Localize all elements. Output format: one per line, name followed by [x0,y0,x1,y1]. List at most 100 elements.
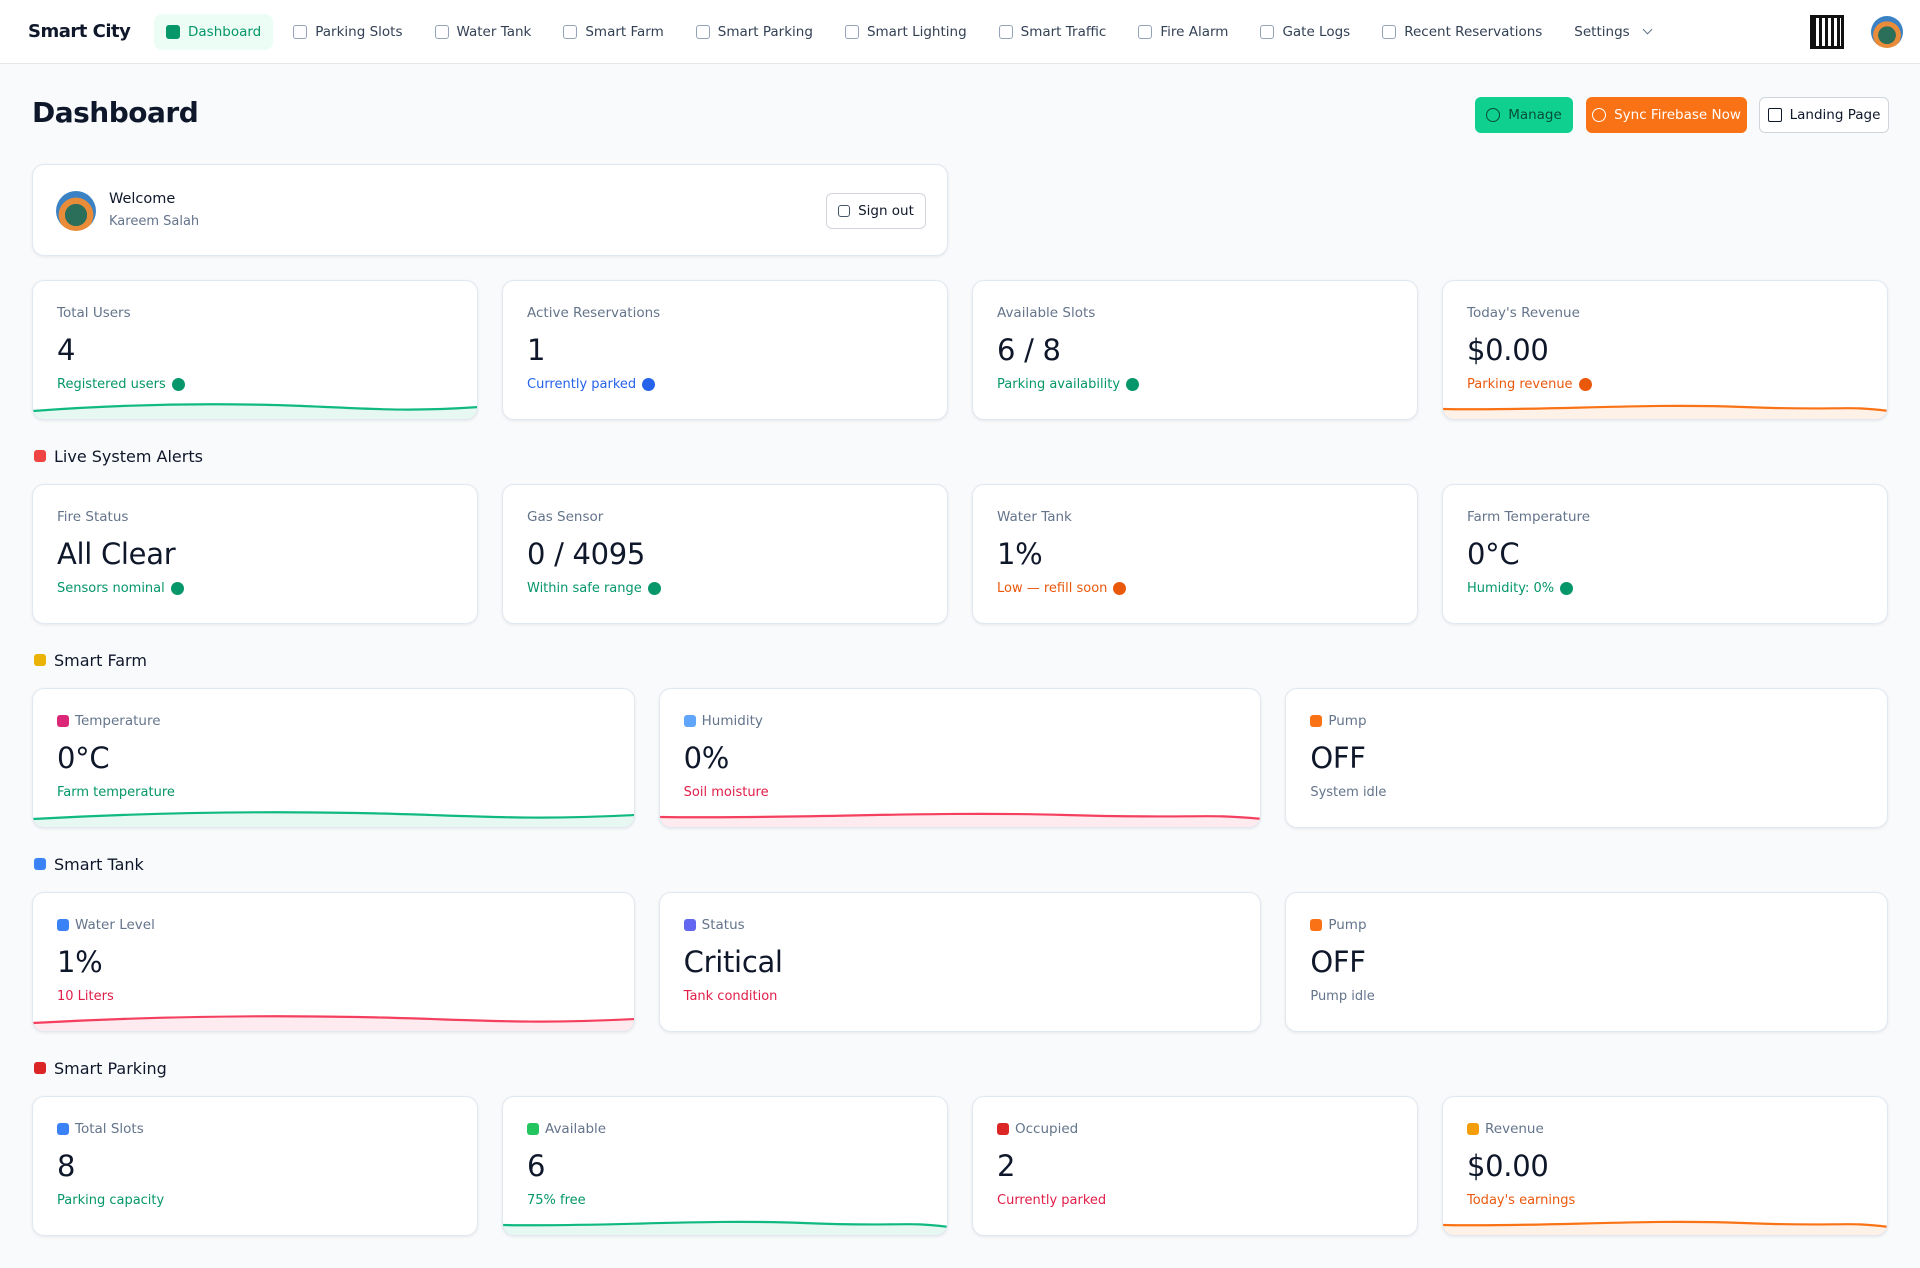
card-note: Sensors nominal [57,581,184,596]
sync-button[interactable]: Sync Firebase Now [1586,97,1747,133]
nav-item[interactable]: Dashboard [154,13,274,50]
sparkline-path [33,812,635,819]
section-icon [34,654,46,666]
nav-item[interactable]: Gate Logs [1248,14,1362,50]
nav-icon [1138,24,1153,39]
nav-label: Recent Reservations [1404,23,1543,40]
card-label: Revenue [1467,1121,1544,1137]
landing-button[interactable]: Landing Page [1759,97,1889,133]
card-value: 0°C [1467,537,1520,571]
card-label: Available Slots [997,305,1095,321]
label-text: Available Slots [997,305,1096,321]
card-value: 1 [527,333,546,367]
card-note: Humidity: 0% [1467,581,1574,596]
label-text: Total Slots [75,1121,144,1137]
label-text: Humidity [701,713,763,729]
section-title: Smart Farm [34,645,147,675]
stat-card: Temperature 0°C Farm temperature [32,688,635,828]
card-label: Temperature [57,713,161,729]
nav-item[interactable]: Smart Parking [684,14,825,50]
nav-item[interactable]: Smart Traffic [987,14,1119,50]
card-value: 6 [527,1149,546,1183]
note-text: Currently parked [527,377,637,392]
user-avatar[interactable] [1871,16,1903,48]
nav-label: Dashboard [188,23,262,40]
sparkline-path [33,812,634,827]
label-text: Water Tank [997,509,1072,525]
note-icon [1126,378,1140,391]
qr-code[interactable] [1810,15,1844,49]
note-icon [1113,582,1127,595]
nav-item[interactable]: Smart Farm [551,14,675,50]
section-title: Smart Tank [34,849,144,879]
page-title: Dashboard [32,96,199,129]
note-text: Registered users [57,377,166,392]
card-value: 8 [57,1149,76,1183]
nav-item[interactable]: Fire Alarm [1126,14,1240,50]
sign-out-button[interactable]: Sign out [826,193,926,229]
nav-item[interactable]: Water Tank [423,14,544,50]
nav-item[interactable]: Settings [1562,14,1662,50]
button-label: Manage [1508,107,1562,123]
note-text: Sensors nominal [57,581,165,596]
section-icon [34,858,46,870]
icon [1486,108,1501,122]
stat-card: Total Slots 8 Parking capacity [32,1096,478,1236]
section-icon [34,1062,46,1074]
note-text: Pump idle [1310,989,1375,1004]
nav-icon [695,24,710,39]
icon [1767,108,1782,122]
nav-icon [844,24,859,39]
nav-item[interactable]: Recent Reservations [1370,14,1554,50]
nav-label: Water Tank [456,23,532,40]
card-note: System idle [1310,785,1386,800]
sparkline-path [33,404,477,419]
section-label: Smart Parking [54,1058,167,1078]
stat-card: Water Level 1% 10 Liters [32,892,635,1032]
sparkline-path [33,1016,634,1031]
card-note: Pump idle [1310,989,1374,1004]
card-value: 0°C [57,741,110,775]
label-icon [57,1123,69,1135]
card-label: Available [527,1121,606,1137]
manage-button[interactable]: Manage [1475,97,1573,133]
card-label: Today's Revenue [1467,305,1580,321]
brand[interactable]: Smart City [28,21,131,42]
card-label: Pump [1310,713,1367,729]
label-text: Gas Sensor [527,509,604,525]
label-text: Today's Revenue [1467,305,1580,321]
sparkline-path [1443,1222,1888,1227]
label-icon [683,919,696,931]
label-icon [527,1123,539,1135]
sparkline-path [503,1222,948,1227]
note-icon [647,582,661,595]
stat-card: Gas Sensor 0 / 4095 Within safe range [502,484,948,624]
label-text: Farm Temperature [1467,509,1591,525]
card-note: Currently parked [527,377,656,392]
card-value: 6 / 8 [997,333,1061,367]
section-label: Smart Tank [54,854,144,874]
sparkline [1443,1215,1888,1235]
label-text: Active Reservations [527,305,661,321]
label-text: Pump [1328,713,1367,729]
card-note: Registered users [57,377,185,392]
stat-card: Fire Status All Clear Sensors nominal [32,484,478,624]
card-value: 0 / 4095 [527,537,646,571]
card-note: Parking revenue [1467,377,1592,392]
button-label: Landing Page [1789,107,1881,123]
card-value: Critical [683,945,783,979]
section-title: Smart Parking [34,1053,167,1083]
nav-item[interactable]: Smart Lighting [833,14,979,50]
card-note: Parking availability [997,377,1140,392]
sparkline-path [33,404,478,411]
stat-card: Pump OFF System idle [1285,688,1888,828]
nav-item[interactable]: Parking Slots [281,14,414,50]
card-note: Parking capacity [57,1193,164,1208]
nav-icon [998,24,1013,39]
note-text: 75% free [527,1193,586,1208]
label-text: Occupied [1015,1121,1079,1137]
card-value: 1% [57,945,103,979]
label-text: Pump [1328,917,1367,933]
card-note: Currently parked [997,1193,1106,1208]
card-value: All Clear [57,537,176,571]
